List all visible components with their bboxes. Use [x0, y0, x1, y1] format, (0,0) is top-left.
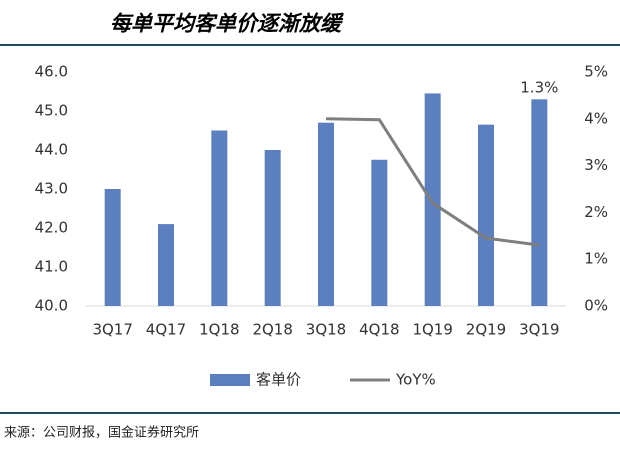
y-tick-label: 41.0	[35, 258, 68, 276]
y-tick-label: 43.0	[35, 180, 68, 198]
bar	[478, 124, 494, 307]
y-tick-label: 40.0	[35, 297, 68, 315]
y2-tick-label: 2%	[584, 203, 608, 221]
bar	[104, 189, 121, 306]
x-tick-label: 1Q18	[199, 321, 239, 339]
y2-tick-label: 3%	[584, 156, 608, 174]
y-tick-label: 46.0	[35, 63, 68, 81]
x-tick-label: 3Q17	[92, 321, 132, 339]
source: 来源：公司财报，国金证券研究所	[4, 425, 199, 441]
x-tick-label: 3Q19	[519, 321, 559, 339]
legend-label: 客单价	[256, 371, 301, 389]
bar	[531, 99, 548, 306]
x-tick-label: 4Q17	[146, 321, 186, 339]
y2-tick-label: 1%	[584, 250, 608, 268]
legend-swatch	[210, 374, 250, 386]
bar	[211, 130, 228, 306]
y2-tick-label: 4%	[584, 109, 608, 127]
bar	[371, 159, 388, 306]
bar	[158, 224, 174, 306]
y2-tick-label: 5%	[584, 63, 608, 81]
y-tick-label: 44.0	[35, 141, 68, 159]
chart-title: 每单平均客单价逐渐放缓	[110, 11, 345, 36]
line	[325, 117, 540, 247]
bar	[264, 150, 281, 306]
x-tick-label: 2Q19	[466, 321, 506, 339]
x-tick-label: 4Q18	[359, 321, 399, 339]
x-tick-label: 1Q19	[412, 321, 452, 339]
data-label: 1.3%	[520, 79, 558, 97]
legend-label: YoY%	[395, 371, 436, 389]
y2-tick-label: 0%	[584, 297, 608, 315]
x-tick-label: 2Q18	[252, 321, 292, 339]
y-tick-label: 45.0	[35, 102, 68, 120]
bar	[318, 122, 334, 306]
y-tick-label: 42.0	[35, 219, 68, 237]
bar	[424, 93, 441, 306]
x-tick-label: 3Q18	[306, 321, 346, 339]
